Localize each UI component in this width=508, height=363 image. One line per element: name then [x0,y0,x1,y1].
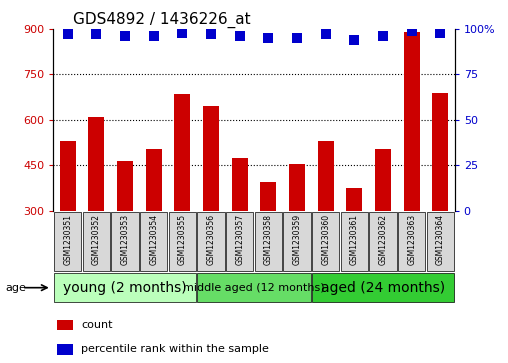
FancyBboxPatch shape [140,212,168,271]
Point [207,32,215,37]
Text: GSM1230360: GSM1230360 [321,213,330,265]
Text: count: count [81,320,113,330]
FancyBboxPatch shape [169,212,196,271]
FancyBboxPatch shape [83,212,110,271]
Text: age: age [5,283,26,293]
Point [351,37,359,43]
FancyBboxPatch shape [197,212,225,271]
FancyBboxPatch shape [54,273,196,302]
Text: GSM1230356: GSM1230356 [206,213,215,265]
Text: GSM1230354: GSM1230354 [149,213,158,265]
FancyBboxPatch shape [54,212,81,271]
Text: GSM1230358: GSM1230358 [264,213,273,265]
FancyBboxPatch shape [312,273,454,302]
Text: GSM1230364: GSM1230364 [436,213,445,265]
Text: GSM1230362: GSM1230362 [378,213,388,265]
Point [92,32,101,37]
Point [293,35,301,41]
Point [322,32,330,37]
FancyBboxPatch shape [283,212,311,271]
FancyBboxPatch shape [340,212,368,271]
Point [264,35,272,41]
Point [379,33,387,39]
Text: middle aged (12 months): middle aged (12 months) [183,283,325,293]
Point [150,33,158,39]
Bar [60,141,76,211]
FancyBboxPatch shape [369,212,397,271]
Text: GSM1230353: GSM1230353 [120,213,130,265]
Bar [57,319,73,330]
Point [121,33,129,39]
Point [436,30,444,36]
Bar [232,158,247,211]
Text: GSM1230355: GSM1230355 [178,213,187,265]
Bar [174,94,190,211]
Bar [88,117,104,211]
FancyBboxPatch shape [197,273,311,302]
Bar [432,93,448,211]
Bar [146,148,162,211]
Text: GSM1230359: GSM1230359 [293,213,302,265]
Text: aged (24 months): aged (24 months) [321,281,445,295]
Text: GSM1230363: GSM1230363 [407,213,416,265]
Bar [404,32,420,211]
Point [407,28,416,34]
Text: GSM1230357: GSM1230357 [235,213,244,265]
Point [236,33,244,39]
Bar [318,141,334,211]
Bar [289,164,305,211]
Text: percentile rank within the sample: percentile rank within the sample [81,344,269,354]
Text: GDS4892 / 1436226_at: GDS4892 / 1436226_at [74,12,251,28]
Bar [57,344,73,355]
FancyBboxPatch shape [255,212,282,271]
FancyBboxPatch shape [398,212,425,271]
Text: young (2 months): young (2 months) [63,281,187,295]
Point [64,32,72,37]
FancyBboxPatch shape [427,212,454,271]
FancyBboxPatch shape [111,212,139,271]
Text: GSM1230361: GSM1230361 [350,213,359,265]
Bar [203,106,219,211]
Bar [261,182,276,211]
Bar [346,188,362,211]
FancyBboxPatch shape [226,212,253,271]
Bar [117,160,133,211]
Text: GSM1230352: GSM1230352 [92,213,101,265]
Bar [375,148,391,211]
Text: GSM1230351: GSM1230351 [63,213,72,265]
FancyBboxPatch shape [312,212,339,271]
Point [178,30,186,36]
